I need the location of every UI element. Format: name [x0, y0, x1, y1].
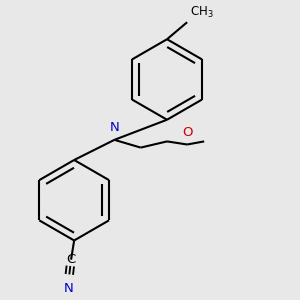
Text: CH$_3$: CH$_3$ [190, 4, 213, 20]
Text: O: O [182, 126, 192, 139]
Text: C: C [66, 253, 76, 266]
Text: N: N [110, 121, 119, 134]
Text: N: N [64, 282, 74, 295]
